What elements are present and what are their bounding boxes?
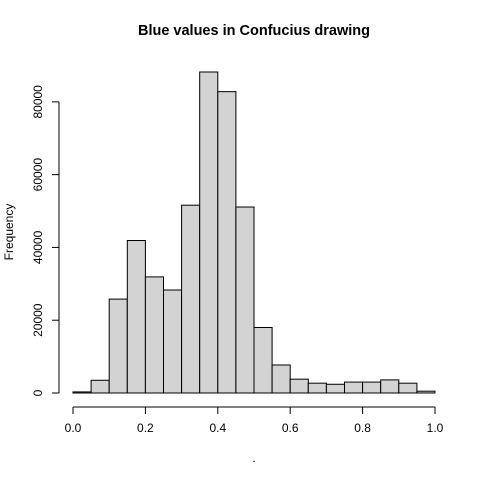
histogram-bar (325, 383, 345, 394)
histogram-bar (307, 382, 327, 394)
histogram-bar (344, 381, 364, 394)
x-tick-label: 0.4 (209, 421, 226, 435)
histogram-bar (398, 382, 418, 394)
x-tick-label: 1.0 (427, 421, 444, 435)
y-tick-label: 20000 (31, 303, 45, 337)
y-tick-label: 60000 (31, 158, 45, 192)
histogram-bar (90, 379, 110, 394)
histogram-bar (235, 206, 255, 394)
histogram-bar (217, 91, 237, 394)
x-axis: 0.0 0.2 0.4 0.6 0.8 1.0 (65, 406, 444, 435)
histogram-bar (144, 276, 164, 394)
histogram-bar (416, 390, 436, 394)
chart-title: Blue values in Confucius drawing (138, 23, 370, 39)
histogram-bar (199, 71, 219, 394)
x-tick-label: 0.2 (137, 421, 154, 435)
histogram-bar (126, 240, 146, 394)
histogram-bar (181, 204, 201, 394)
x-tick-label: 0.8 (354, 421, 371, 435)
x-tick-label: 0.0 (65, 421, 82, 435)
y-tick-label: 80000 (31, 85, 45, 119)
y-tick-label: 40000 (31, 230, 45, 264)
histogram-bar (163, 289, 183, 394)
histogram-bar (253, 326, 273, 394)
histogram-bar (108, 298, 128, 394)
histogram-bar (271, 364, 291, 394)
x-tick-label: 0.6 (282, 421, 299, 435)
histogram-bar (380, 379, 400, 394)
y-axis-label: Frequency (2, 204, 16, 261)
histogram-bar (362, 381, 382, 394)
bars-group (72, 71, 436, 394)
histogram-bar (289, 378, 309, 394)
x-axis-label: . (252, 451, 255, 465)
y-tick-label: 0 (31, 389, 45, 396)
y-axis: 0 20000 40000 60000 80000 (31, 85, 60, 396)
histogram-bar (72, 391, 92, 394)
